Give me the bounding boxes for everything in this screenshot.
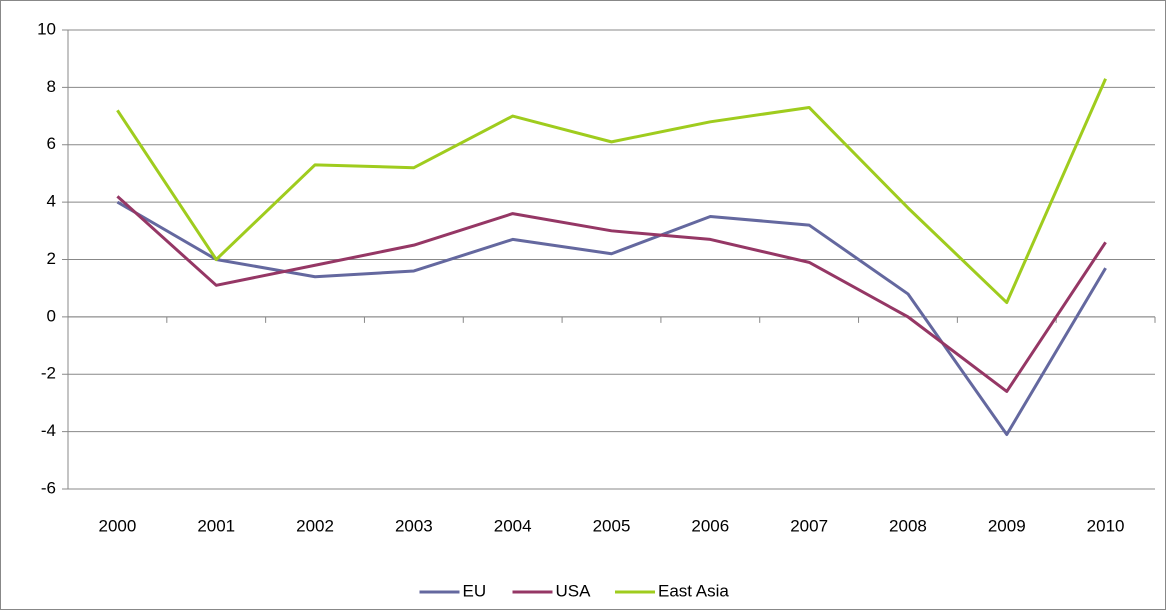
x-tick-label: 2000 xyxy=(98,516,136,535)
legend-label: East Asia xyxy=(658,581,729,600)
x-tick-label: 2010 xyxy=(1087,516,1125,535)
legend-label: USA xyxy=(556,581,592,600)
y-tick-label: 2 xyxy=(47,249,56,268)
x-tick-label: 2002 xyxy=(296,516,334,535)
y-tick-label: 10 xyxy=(37,19,56,38)
x-tick-label: 2008 xyxy=(889,516,927,535)
y-tick-label: 4 xyxy=(47,192,56,211)
y-tick-label: 8 xyxy=(47,77,56,96)
x-tick-label: 2007 xyxy=(790,516,828,535)
x-tick-label: 2009 xyxy=(988,516,1026,535)
x-tick-label: 2003 xyxy=(395,516,433,535)
y-tick-label: -6 xyxy=(41,478,56,497)
x-tick-label: 2001 xyxy=(197,516,235,535)
x-tick-label: 2005 xyxy=(593,516,631,535)
legend-label: EU xyxy=(463,581,487,600)
series-line xyxy=(116,195,1107,393)
x-tick-label: 2004 xyxy=(494,516,532,535)
y-tick-label: -2 xyxy=(41,364,56,383)
y-tick-label: 0 xyxy=(47,306,56,325)
x-tick-label: 2006 xyxy=(691,516,729,535)
y-tick-label: 6 xyxy=(47,134,56,153)
y-tick-label: -4 xyxy=(41,421,56,440)
series-line xyxy=(116,78,1107,305)
